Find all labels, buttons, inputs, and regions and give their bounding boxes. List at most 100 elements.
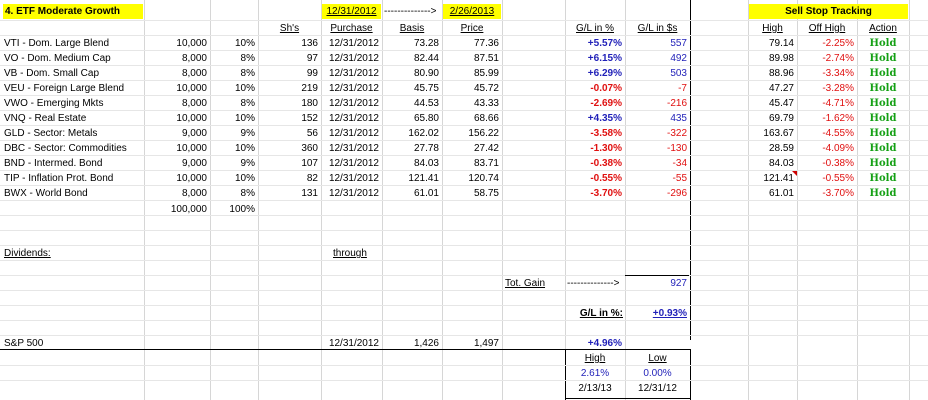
- sellstop-action: Hold: [869, 173, 897, 184]
- tot-gain-arrow: -------------->: [567, 278, 620, 289]
- cell-gl-usd: -130: [666, 143, 687, 154]
- cell-weight: 8%: [240, 98, 255, 109]
- cell-basis: 65.80: [413, 113, 439, 124]
- cell-gl-pct: -1.30%: [590, 143, 622, 154]
- cell-gl-pct: -0.55%: [590, 173, 622, 184]
- cell-shares: 131: [301, 188, 318, 199]
- sellstop-high: 89.98: [768, 53, 794, 64]
- cell-gl-usd: -296: [666, 188, 687, 199]
- cell-purchase: 12/31/2012: [328, 53, 379, 64]
- low-label: Low: [648, 353, 667, 364]
- cell-fund: VWO - Emerging Mkts: [4, 98, 104, 109]
- cell-gl-pct: -3.58%: [590, 128, 622, 139]
- gl-pct-value: +0.93%: [652, 308, 687, 319]
- sellstop-off-high: -3.70%: [822, 188, 854, 199]
- cell-gl-pct: +6.15%: [587, 53, 622, 64]
- table-row: [0, 50, 928, 51]
- date-arrow: -------------->: [384, 6, 437, 17]
- sp500-gl: +4.96%: [587, 338, 622, 349]
- cell-price: 77.36: [473, 38, 499, 49]
- sp500-date: 12/31/2012: [328, 338, 379, 349]
- cell-shares: 97: [306, 53, 318, 64]
- cell-shares: 136: [301, 38, 318, 49]
- sellstop-high: 88.96: [768, 68, 794, 79]
- sellstop-off-high: -4.09%: [822, 143, 854, 154]
- sellstop-high: 84.03: [768, 158, 794, 169]
- sellstop-off-high: -4.55%: [822, 128, 854, 139]
- sellstop-off-high: -1.62%: [822, 113, 854, 124]
- cell-purchase: 12/31/2012: [328, 188, 379, 199]
- sellstop-off-high: -3.28%: [822, 83, 854, 94]
- cell-basis: 44.53: [413, 98, 439, 109]
- sellstop-high: 61.01: [768, 188, 794, 199]
- cell-purchase: 12/31/2012: [328, 143, 379, 154]
- cell-amount: 10,000: [176, 38, 207, 49]
- header-gl-usd: G/L in $s: [637, 23, 678, 34]
- table-row: [0, 170, 928, 171]
- table-row: [0, 80, 928, 81]
- cell-basis: 45.75: [413, 83, 439, 94]
- tot-gain-value: 927: [670, 278, 687, 289]
- cell-shares: 152: [301, 113, 318, 124]
- cell-fund: DBC - Sector: Commodities: [4, 143, 127, 154]
- sellstop-high: 69.79: [768, 113, 794, 124]
- cell-fund: VEU - Foreign Large Blend: [4, 83, 125, 94]
- cell-gl-usd: 557: [670, 38, 687, 49]
- cell-gl-pct: -2.69%: [590, 98, 622, 109]
- sellstop-high: 121.41: [763, 173, 794, 184]
- sellstop-action: Hold: [869, 188, 897, 199]
- header-high: High: [762, 23, 783, 34]
- sellstop-off-high: -0.55%: [822, 173, 854, 184]
- cell-price: 85.99: [473, 68, 499, 79]
- end-date: 2/26/2013: [443, 4, 501, 19]
- table-row: [0, 95, 928, 96]
- header-shares: Sh's: [279, 23, 300, 34]
- cell-fund: VO - Dom. Medium Cap: [4, 53, 111, 64]
- cell-price: 27.42: [473, 143, 499, 154]
- cell-fund: GLD - Sector: Metals: [4, 128, 98, 139]
- cell-fund: VB - Dom. Small Cap: [4, 68, 100, 79]
- sellstop-high: 45.47: [768, 98, 794, 109]
- cell-gl-usd: 503: [670, 68, 687, 79]
- cell-basis: 82.44: [413, 53, 439, 64]
- cell-weight: 8%: [240, 188, 255, 199]
- cell-fund: BWX - World Bond: [4, 188, 88, 199]
- comment-indicator-icon[interactable]: [792, 171, 797, 176]
- cell-basis: 162.02: [408, 128, 439, 139]
- sellstop-action: Hold: [869, 98, 897, 109]
- cell-weight: 10%: [234, 173, 255, 184]
- cell-shares: 180: [301, 98, 318, 109]
- cell-weight: 10%: [234, 143, 255, 154]
- cell-gl-usd: -7: [678, 83, 687, 94]
- cell-fund: BND - Intermed. Bond: [4, 158, 103, 169]
- cell-weight: 10%: [234, 113, 255, 124]
- cell-weight: 10%: [234, 38, 255, 49]
- start-date: 12/31/2012: [322, 4, 381, 19]
- sellstop-action: Hold: [869, 68, 897, 79]
- sellstop-action: Hold: [869, 143, 897, 154]
- sellstop-action: Hold: [869, 128, 897, 139]
- cell-shares: 360: [301, 143, 318, 154]
- table-row: [0, 200, 928, 201]
- cell-purchase: 12/31/2012: [328, 113, 379, 124]
- cell-gl-pct: +4.35%: [587, 113, 622, 124]
- sp500-label: S&P 500: [4, 338, 44, 349]
- sellstop-action: Hold: [869, 158, 897, 169]
- cell-gl-pct: -0.38%: [590, 158, 622, 169]
- cell-purchase: 12/31/2012: [328, 68, 379, 79]
- cell-amount: 9,000: [181, 128, 207, 139]
- cell-basis: 121.41: [408, 173, 439, 184]
- cell-purchase: 12/31/2012: [328, 173, 379, 184]
- cell-price: 45.72: [473, 83, 499, 94]
- cell-price: 68.66: [473, 113, 499, 124]
- cell-purchase: 12/31/2012: [328, 83, 379, 94]
- sellstop-high: 163.67: [763, 128, 794, 139]
- sp500-end: 1,497: [473, 338, 499, 349]
- table-row: [0, 125, 928, 126]
- cell-price: 87.51: [473, 53, 499, 64]
- low-pct: 0.00%: [643, 368, 672, 379]
- header-price: Price: [460, 23, 484, 34]
- cell-gl-usd: -34: [672, 158, 687, 169]
- sellstop-off-high: -4.71%: [822, 98, 854, 109]
- sp500-start: 1,426: [413, 338, 439, 349]
